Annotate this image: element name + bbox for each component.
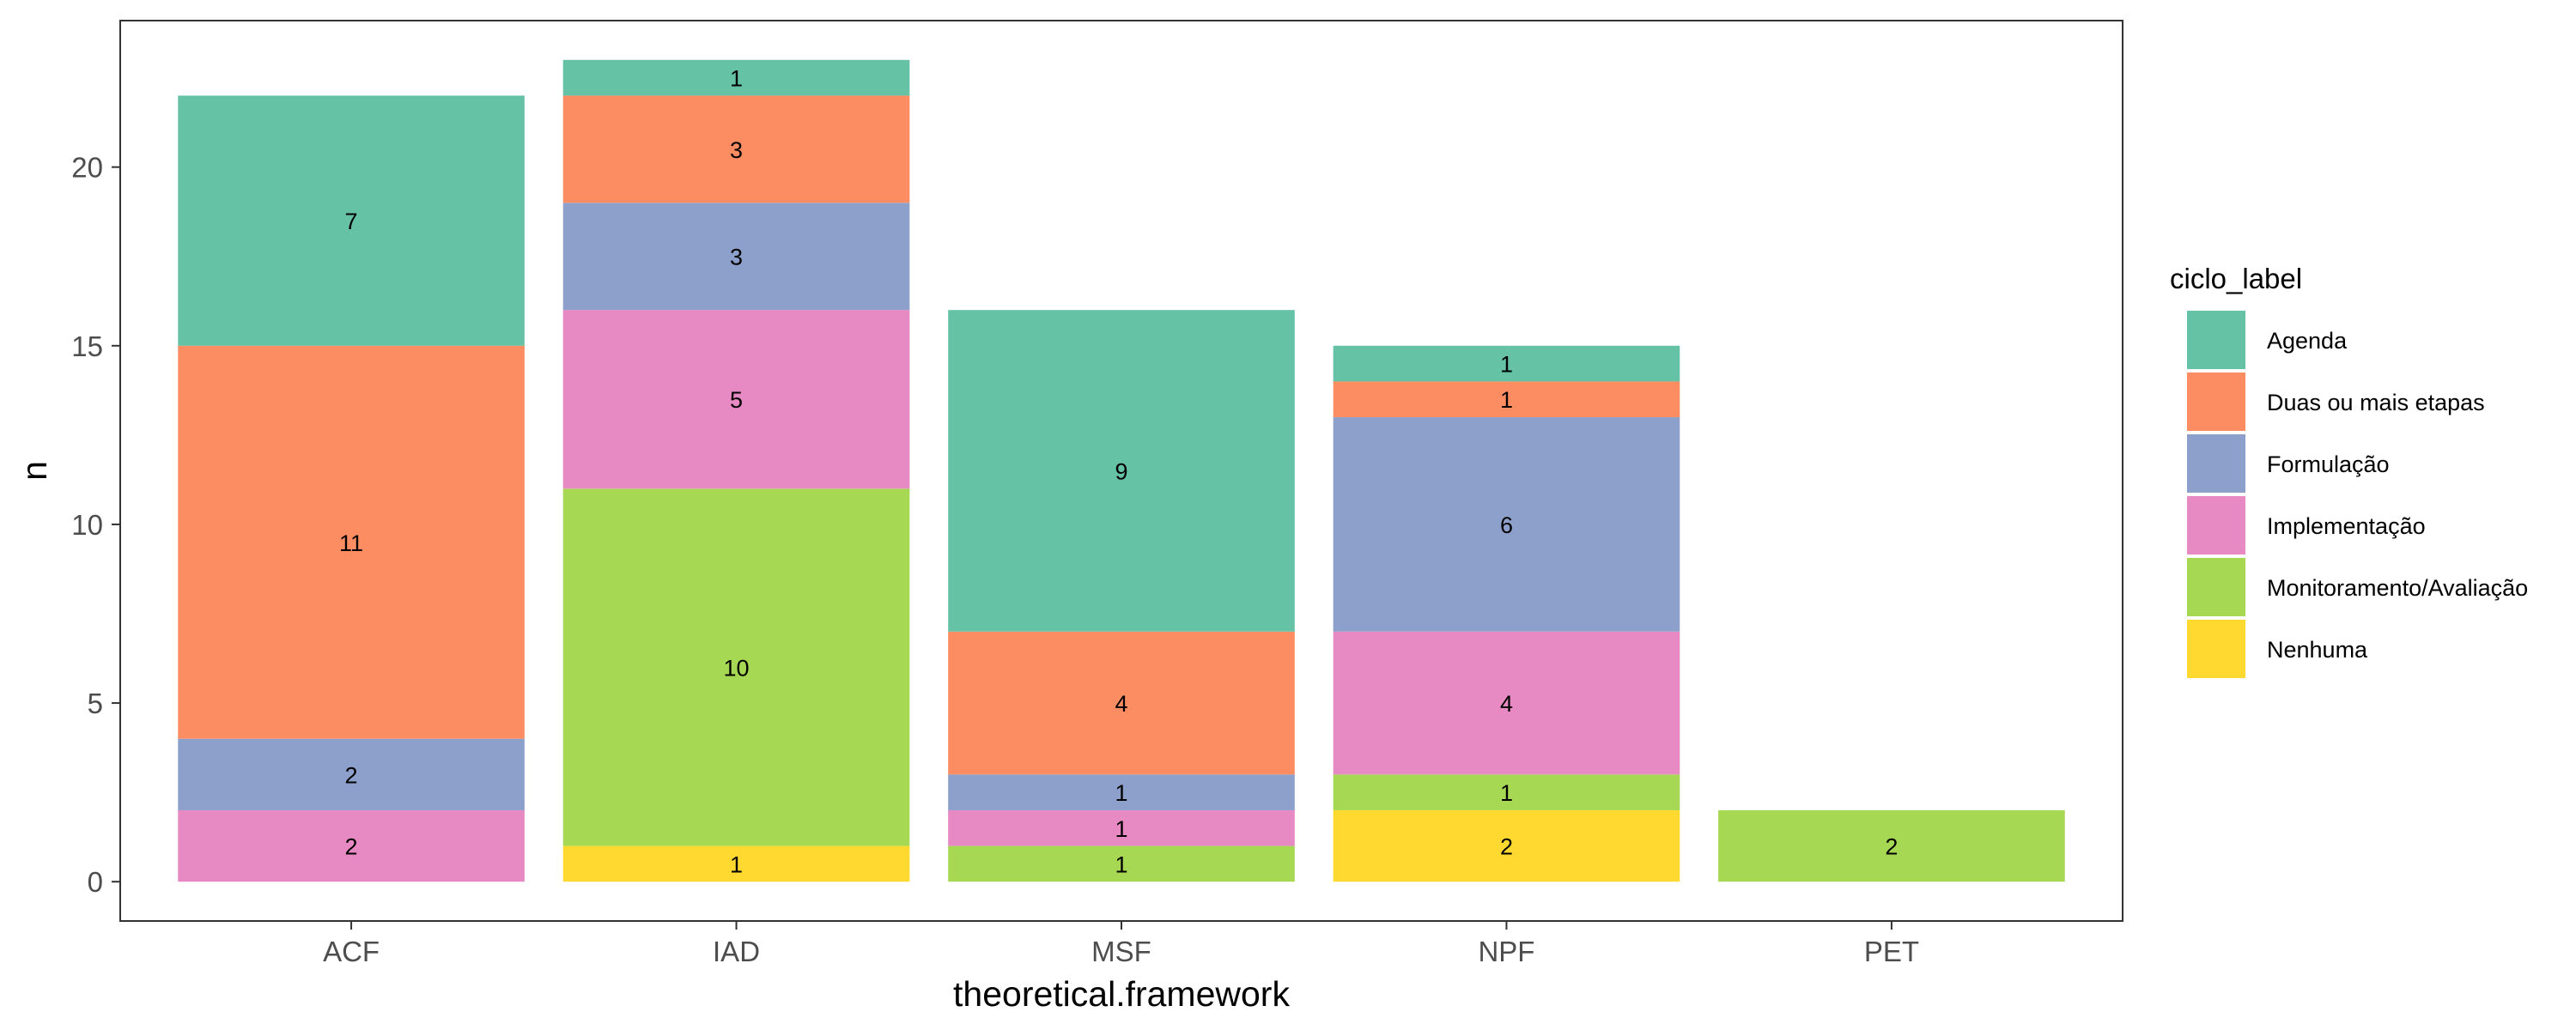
bar-iad-formula-o [562,203,910,311]
y-tick-label: 15 [71,330,103,362]
data-label-iad-monitoramento-avalia-o: 10 [724,655,750,681]
data-label-acf-duas-ou-mais-etapas: 11 [339,530,363,556]
legend-key-monitoramento-avalia-o [2187,558,2245,616]
bar-iad-agenda [562,59,910,96]
data-label-npf-agenda: 1 [1500,352,1513,378]
x-axis: ACF IAD MSF NPF PET [323,921,1919,967]
data-label-iad-agenda: 1 [730,66,743,92]
bar-npf-duas-ou-mais-etapas [1333,381,1680,418]
legend-label-nenhuma: Nenhuma [2267,637,2368,663]
data-label-acf-agenda: 7 [345,209,358,234]
bar-msf-monitoramento-avalia-o [948,845,1295,882]
data-label-iad-nenhuma: 1 [730,851,743,877]
bars-layer [178,59,2065,882]
legend: ciclo_label Agenda Duas ou mais etapas For… [2170,263,2528,678]
legend-label-monitoramento-avalia-o: Monitoramento/Avaliação [2267,575,2528,601]
bar-msf-formula-o [948,774,1295,810]
bar-acf-agenda [178,95,525,346]
legend-title: ciclo_label [2170,263,2302,294]
bar-npf-formula-o [1333,417,1680,632]
legend-label-formula-o: Formulação [2267,451,2390,477]
bar-msf-duas-ou-mais-etapas [948,631,1295,775]
data-label-npf-formula-o: 6 [1500,512,1513,538]
bar-npf-implementa-o [1333,631,1680,775]
legend-key-agenda [2187,311,2245,369]
legend-label-duas-ou-mais-etapas: Duas ou mais etapas [2267,390,2485,415]
bar-msf-agenda [948,310,1295,632]
bar-iad-monitoramento-avalia-o [562,488,910,846]
legend-key-formula-o [2187,434,2245,493]
y-tick-label: 0 [88,866,103,898]
data-label-msf-duas-ou-mais-etapas: 4 [1115,691,1127,717]
bar-acf-implementa-o [178,809,525,882]
legend-key-duas-ou-mais-etapas [2187,373,2245,431]
data-label-npf-nenhuma: 2 [1500,834,1513,860]
data-label-acf-implementa-o: 2 [345,834,358,860]
data-label-npf-duas-ou-mais-etapas: 1 [1500,387,1513,413]
y-axis-title: n [15,461,54,481]
legend-key-implementa-o [2187,496,2245,554]
x-axis-title: theoretical.framework [953,974,1290,1014]
x-tick-label: ACF [323,936,380,967]
bar-acf-formula-o [178,738,525,810]
y-tick-label: 20 [71,152,103,184]
data-label-msf-monitoramento-avalia-o: 1 [1115,851,1127,877]
bar-npf-monitoramento-avalia-o [1333,774,1680,810]
bar-npf-agenda [1333,345,1680,382]
bar-npf-nenhuma [1333,809,1680,882]
legend-key-nenhuma [2187,620,2245,678]
data-label-msf-formula-o: 1 [1115,780,1127,806]
x-tick-label: MSF [1091,936,1151,967]
bar-iad-duas-ou-mais-etapas [562,95,910,203]
bar-acf-duas-ou-mais-etapas [178,345,525,739]
data-label-iad-formula-o: 3 [730,245,743,270]
data-label-msf-implementa-o: 1 [1115,816,1127,842]
data-label-npf-monitoramento-avalia-o: 1 [1500,780,1513,806]
y-axis: 0 5 10 15 20 [71,152,120,898]
bar-msf-implementa-o [948,809,1295,846]
data-label-msf-agenda: 9 [1115,459,1127,485]
x-tick-label: IAD [713,936,760,967]
x-tick-label: PET [1864,936,1919,967]
legend-label-agenda: Agenda [2267,328,2348,354]
data-label-iad-implementa-o: 5 [730,387,743,413]
bar-iad-nenhuma [562,845,910,882]
data-label-acf-formula-o: 2 [345,762,358,788]
bar-iad-implementa-o [562,310,910,489]
data-label-npf-implementa-o: 4 [1500,691,1513,717]
legend-label-implementa-o: Implementação [2267,513,2426,539]
x-tick-label: NPF [1478,936,1534,967]
y-tick-label: 10 [71,509,103,541]
data-label-iad-duas-ou-mais-etapas: 3 [730,137,743,163]
data-label-pet-monitoramento-avalia-o: 2 [1885,834,1898,860]
y-tick-label: 5 [88,688,103,719]
bar-pet-monitoramento-avalia-o [1718,809,2065,882]
